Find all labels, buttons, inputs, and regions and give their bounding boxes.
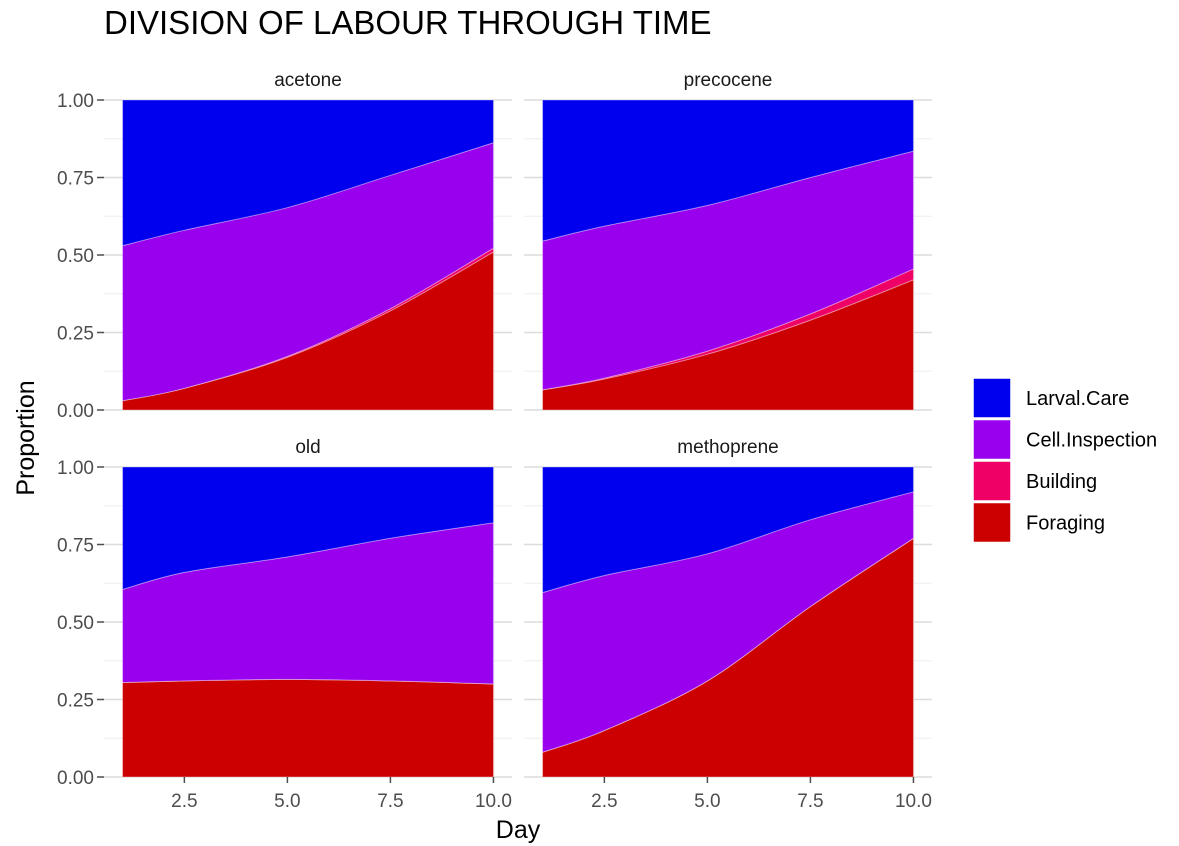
y-tick-label: 1.00 [57, 458, 94, 479]
x-tick-label: 10.0 [895, 791, 932, 812]
legend-key-larval-care [972, 377, 1012, 419]
legend-label: Foraging [1026, 513, 1105, 535]
area-larval-care [122, 466, 494, 591]
area-larval-care [122, 99, 494, 247]
area-cell-inspection [122, 522, 494, 685]
area-larval-care [542, 99, 914, 242]
panel-precocene: precocene [524, 70, 932, 411]
legend: Larval.Care Cell.Inspection Building Foragi… [972, 377, 1157, 544]
panel-methoprene: methoprene 2.5 5.0 7.5 10.0 [524, 437, 932, 812]
x-tick-label: 5.0 [274, 791, 300, 812]
panel-label: methoprene [677, 437, 778, 458]
panel-label: acetone [274, 70, 342, 91]
chart-title: DIVISION OF LABOUR THROUGH TIME [104, 4, 712, 41]
x-tick-label: 10.0 [475, 791, 512, 812]
y-tick-label: 0.25 [57, 691, 94, 712]
x-tick-label: 7.5 [797, 791, 823, 812]
y-tick-label: 0.50 [57, 246, 94, 267]
y-tick-label: 0.75 [57, 169, 94, 190]
legend-key-building [972, 460, 1012, 502]
x-axis-title: Day [496, 816, 541, 844]
legend-key-foraging [972, 501, 1012, 544]
legend-label: Building [1026, 471, 1097, 493]
panel-label: precocene [684, 70, 773, 91]
y-tick-label: 0.50 [57, 613, 94, 634]
x-tick-label: 2.5 [591, 791, 617, 812]
y-tick-label: 0.25 [57, 324, 94, 345]
legend-key-cell-inspection [972, 418, 1012, 461]
panel-acetone: acetone 0.00 0.25 0.50 0.75 1.00 [57, 70, 512, 422]
x-tick-label: 5.0 [694, 791, 720, 812]
y-tick-label: 0.00 [57, 401, 94, 422]
y-tick-label: 0.75 [57, 536, 94, 557]
area-larval-care [542, 466, 914, 594]
legend-label: Larval.Care [1026, 388, 1129, 410]
y-tick-label: 0.00 [57, 768, 94, 789]
x-tick-label: 2.5 [171, 791, 197, 812]
area-foraging [122, 678, 494, 778]
panel-old: old 0.00 0.25 0.50 0.75 1.00 2.5 5.0 7.5 10.0 [57, 437, 512, 812]
x-tick-label: 7.5 [377, 791, 403, 812]
legend-label: Cell.Inspection [1026, 430, 1157, 452]
y-tick-label: 1.00 [57, 91, 94, 112]
panel-label: old [295, 437, 320, 458]
y-axis-title: Proportion [12, 380, 40, 495]
